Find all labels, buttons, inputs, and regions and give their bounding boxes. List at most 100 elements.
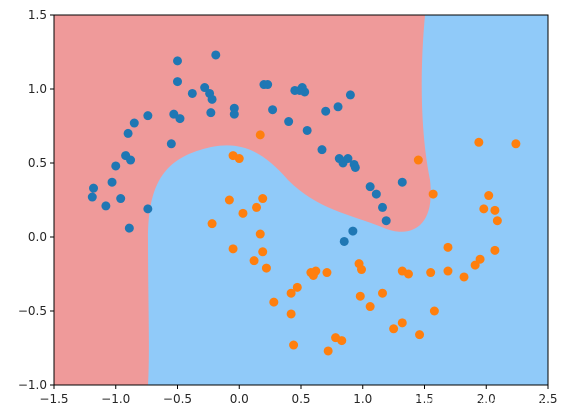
x-tick-label: −1.5 [39, 392, 68, 406]
data-point [397, 177, 407, 187]
data-point [211, 50, 221, 60]
data-point [302, 125, 312, 135]
data-point [249, 256, 259, 266]
data-point [365, 182, 375, 192]
data-point [286, 288, 296, 298]
x-tick-label: −0.5 [163, 392, 192, 406]
y-tick-label: 1.0 [28, 82, 47, 96]
data-point [187, 88, 197, 98]
data-point [474, 137, 484, 147]
data-point [322, 268, 332, 278]
x-tick-label: 1.0 [353, 392, 372, 406]
data-point [428, 189, 438, 199]
data-point [321, 106, 331, 116]
data-point [143, 111, 153, 121]
x-axis: −1.5 −1.0 −0.5 0.0 0.5 1.0 1.5 2.0 2.5 [39, 385, 558, 406]
y-tick-label: −1.0 [18, 378, 47, 392]
data-point [166, 139, 176, 149]
data-point [175, 114, 185, 124]
data-point [397, 318, 407, 328]
class-0-region [54, 15, 548, 385]
data-point [479, 204, 489, 214]
data-point [413, 155, 423, 165]
data-point [300, 87, 310, 97]
data-point [403, 269, 413, 279]
data-point [350, 162, 360, 172]
data-point [426, 268, 436, 278]
y-tick-label: −0.5 [18, 304, 47, 318]
data-point [355, 291, 365, 301]
y-tick-label: 0.5 [28, 156, 47, 170]
data-point [107, 177, 117, 187]
data-point [365, 302, 375, 312]
data-point [263, 80, 273, 90]
data-point [306, 268, 316, 278]
data-point [339, 236, 349, 246]
data-point [123, 128, 133, 138]
data-point [129, 118, 139, 128]
data-point [371, 189, 381, 199]
data-point [343, 154, 353, 164]
data-point [111, 161, 121, 171]
data-point [258, 247, 268, 257]
data-point [490, 245, 500, 255]
data-point [258, 194, 268, 204]
data-point [173, 77, 182, 87]
data-point [255, 229, 265, 239]
plot-area [53, 14, 549, 386]
data-point [268, 105, 278, 115]
data-point [89, 183, 99, 193]
y-tick-label: 1.5 [28, 8, 47, 22]
data-point [234, 154, 244, 164]
data-point [173, 56, 182, 66]
data-point [238, 208, 248, 218]
data-point [286, 309, 296, 319]
x-tick-label: 2.5 [538, 392, 557, 406]
data-point [206, 108, 216, 118]
data-points [87, 50, 521, 356]
data-point [116, 194, 126, 204]
data-point [415, 330, 425, 340]
data-point [284, 117, 294, 127]
data-point [200, 83, 210, 93]
data-point [443, 266, 453, 276]
data-point [378, 202, 388, 212]
data-point [207, 219, 217, 229]
data-point [333, 102, 343, 112]
x-tick-label: −1.0 [101, 392, 130, 406]
data-point [475, 254, 485, 264]
data-point [126, 155, 136, 165]
data-point [429, 306, 439, 316]
data-point [255, 130, 265, 140]
data-point [337, 336, 347, 346]
watermark: CSDN @Aaron's hub [392, 394, 544, 412]
data-point [443, 242, 453, 252]
x-tick-label: 0.0 [230, 392, 249, 406]
data-point [348, 226, 358, 236]
data-point [389, 324, 399, 334]
data-point [459, 272, 469, 282]
data-point [224, 195, 234, 205]
data-point [292, 282, 302, 292]
data-point [124, 223, 134, 233]
data-point [269, 297, 279, 307]
data-point [323, 346, 333, 356]
data-point [252, 202, 262, 212]
y-axis: −1.0 −0.5 0.0 0.5 1.0 1.5 [18, 8, 54, 392]
data-point [490, 205, 500, 215]
x-tick-label: 0.5 [291, 392, 310, 406]
data-point [228, 244, 238, 254]
data-point [357, 265, 367, 275]
data-point [289, 340, 299, 350]
data-point [484, 191, 494, 201]
data-point [345, 90, 355, 100]
data-point [381, 216, 391, 226]
x-tick-label: 1.5 [415, 392, 434, 406]
data-point [511, 139, 521, 149]
data-point [207, 94, 217, 104]
data-point [229, 109, 239, 119]
data-point [317, 145, 327, 155]
data-point [261, 263, 271, 273]
data-point [101, 201, 111, 211]
